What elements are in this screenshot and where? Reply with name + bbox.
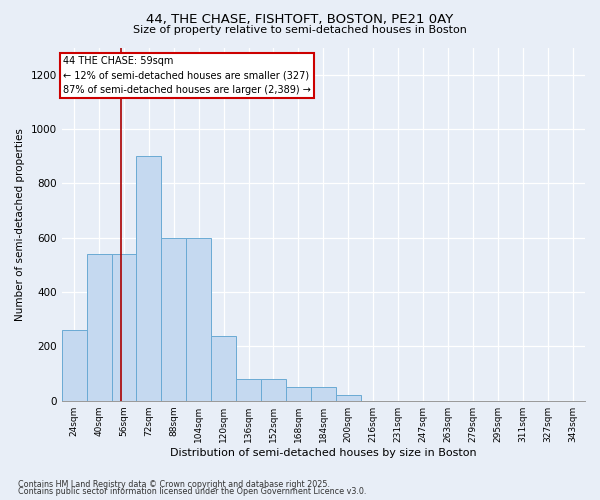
Bar (161, 238, 186, 400)
Bar (62, 330, 86, 400)
Bar (336, 396, 361, 400)
Text: Contains HM Land Registry data © Crown copyright and database right 2025.: Contains HM Land Registry data © Crown c… (18, 480, 330, 489)
Bar (112, 254, 136, 400)
Bar (261, 379, 286, 400)
Bar (311, 387, 336, 400)
Bar (136, 156, 161, 400)
Text: 44 THE CHASE: 59sqm
← 12% of semi-detached houses are smaller (327)
87% of semi-: 44 THE CHASE: 59sqm ← 12% of semi-detach… (63, 56, 311, 96)
Bar (211, 336, 236, 400)
Y-axis label: Number of semi-detached properties: Number of semi-detached properties (15, 128, 25, 320)
Bar (236, 379, 261, 400)
Text: Size of property relative to semi-detached houses in Boston: Size of property relative to semi-detach… (133, 25, 467, 35)
Text: Contains public sector information licensed under the Open Government Licence v3: Contains public sector information licen… (18, 488, 367, 496)
Bar (186, 238, 211, 400)
Text: 44, THE CHASE, FISHTOFT, BOSTON, PE21 0AY: 44, THE CHASE, FISHTOFT, BOSTON, PE21 0A… (146, 12, 454, 26)
Bar (86, 254, 112, 400)
X-axis label: Distribution of semi-detached houses by size in Boston: Distribution of semi-detached houses by … (170, 448, 476, 458)
Bar (286, 387, 311, 400)
